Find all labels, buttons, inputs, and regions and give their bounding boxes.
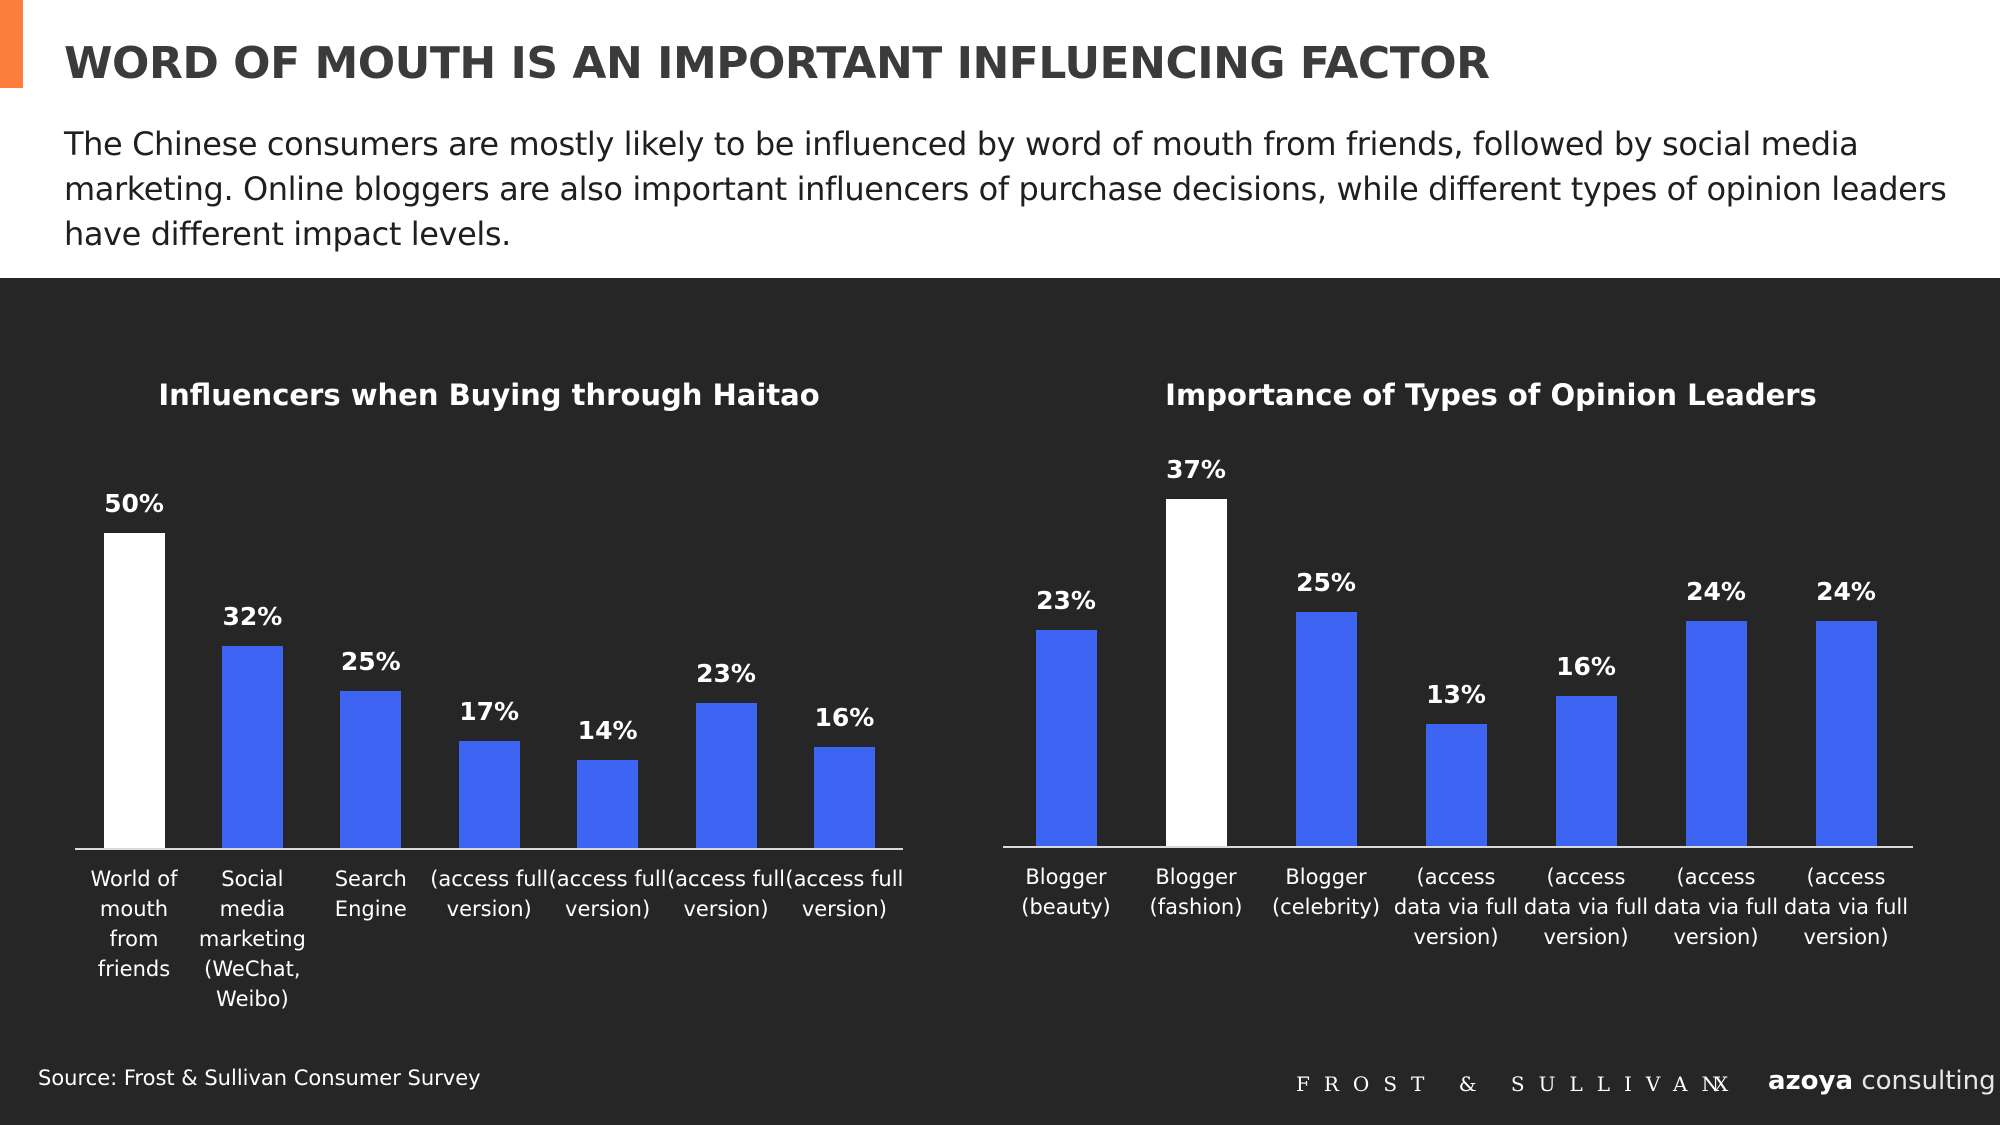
title: WORD OF MOUTH IS AN IMPORTANT INFLUENCIN… (64, 38, 1490, 89)
value-label: 24% (1816, 576, 1876, 606)
bar (458, 740, 520, 848)
category-label: Search Engine (334, 867, 407, 921)
accent-bar (0, 0, 23, 88)
category-label: World of mouth from friends (90, 867, 178, 981)
value-label: 24% (1686, 576, 1746, 606)
bar (1425, 724, 1487, 846)
bar (1295, 611, 1357, 846)
value-label: 25% (340, 646, 401, 676)
value-label: 14% (577, 715, 638, 745)
bar (813, 747, 875, 848)
logo-frost: FROST & SULLIVAN (1296, 1072, 1733, 1096)
logo-azoya: azoya consulting (1768, 1066, 1996, 1096)
value-label: 23% (696, 659, 756, 689)
value-label: 16% (814, 703, 875, 733)
value-label: 32% (222, 602, 283, 632)
value-label: 13% (1426, 680, 1486, 710)
value-label: 17% (459, 696, 520, 726)
category-label: (access data via full version) (1393, 865, 1519, 949)
category-label: Social media marketing (WeChat, Weibo) (198, 867, 306, 1011)
bar (221, 646, 283, 848)
category-label: Blogger (fashion) (1149, 865, 1243, 919)
logo-light: consulting (1861, 1066, 1996, 1096)
category-label: (access full version) (785, 867, 904, 921)
bar (1815, 620, 1877, 846)
chart-title: Influencers when Buying through Haitao (158, 378, 820, 412)
category-label: (access data via full version) (1523, 865, 1649, 949)
logo-x: X (1714, 1072, 1729, 1096)
value-label: 16% (1556, 651, 1616, 681)
value-label: 23% (1036, 586, 1096, 616)
chart-title: Importance of Types of Opinion Leaders (1165, 378, 1817, 412)
category-label: (access data via full version) (1783, 865, 1909, 949)
bar (577, 759, 639, 848)
bar (340, 690, 402, 848)
x-axis (75, 848, 903, 850)
category-label: Blogger (beauty) (1021, 865, 1111, 919)
value-label: 25% (1296, 567, 1356, 597)
category-label: (access full version) (548, 867, 667, 921)
bar (1555, 695, 1617, 846)
bar (1035, 630, 1097, 846)
category-label: Blogger (celebrity) (1271, 865, 1381, 919)
category-label: (access data via full version) (1653, 865, 1779, 949)
bar (1165, 498, 1227, 846)
bar (1685, 620, 1747, 846)
bar (695, 703, 757, 848)
bar (103, 533, 165, 848)
value-label: 50% (104, 489, 164, 518)
x-axis (1003, 846, 1913, 848)
logo-bold: azoya (1768, 1066, 1854, 1096)
source: Source: Frost & Sullivan Consumer Survey (38, 1066, 481, 1090)
header: WORD OF MOUTH IS AN IMPORTANT INFLUENCIN… (0, 0, 2000, 278)
category-label: (access full version) (666, 867, 785, 921)
category-label: (access full version) (430, 867, 549, 921)
value-label: 37% (1166, 454, 1226, 484)
subtitle: The Chinese consumers are mostly likely … (64, 125, 1947, 253)
